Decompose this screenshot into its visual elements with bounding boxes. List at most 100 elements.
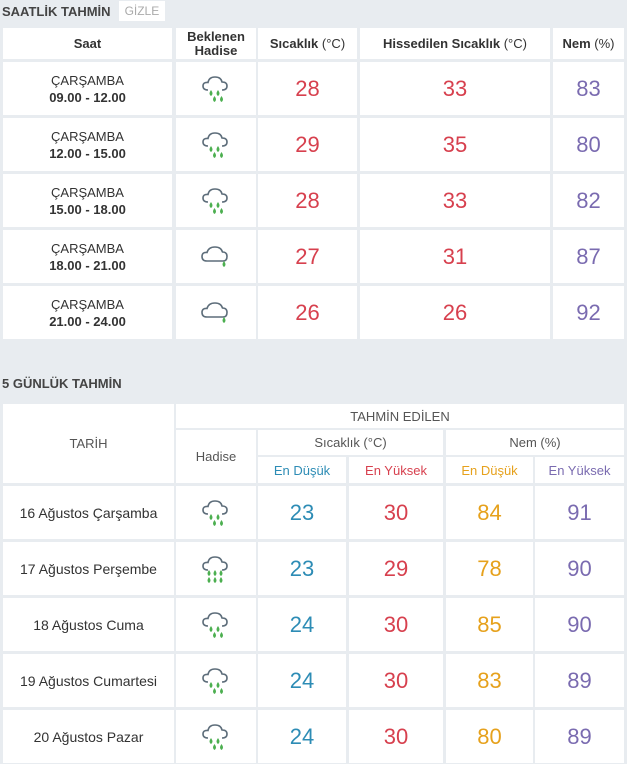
hourly-time-cell: ÇARŞAMBA 15.00 - 18.00: [3, 174, 172, 227]
hourly-time-cell: ÇARŞAMBA 12.00 - 15.00: [3, 118, 172, 171]
hourly-range: 09.00 - 12.00: [49, 89, 126, 105]
header-temp-unit: (°C): [321, 35, 346, 51]
header-humidity-min-label: En Düşük: [461, 462, 518, 478]
hourly-day: ÇARŞAMBA: [51, 296, 124, 312]
hourly-temp-value: 26: [295, 299, 320, 325]
daily-date: 20 Ağustos Pazar: [33, 728, 144, 745]
hourly-humidity-cell: 82: [553, 174, 624, 227]
hourly-feels-value: 26: [442, 299, 468, 325]
hourly-day: ÇARŞAMBA: [51, 128, 124, 144]
header-feels: Hissedilen Sıcaklık (°C): [360, 28, 550, 59]
header-event-label: Beklenen Hadise: [187, 28, 245, 58]
hourly-event-cell: [176, 286, 256, 339]
hourly-temp-cell: 29: [258, 118, 357, 171]
daily-humidity-max: 89: [567, 667, 592, 693]
hourly-humidity-cell: 92: [553, 286, 624, 339]
daily-temp-min: 24: [289, 611, 315, 637]
rain-cloud-icon: [199, 721, 233, 753]
hourly-humidity-value: 83: [576, 75, 601, 101]
daily-humidity-min-cell: 84: [446, 486, 533, 539]
rain-cloud-icon: [199, 129, 233, 161]
hourly-feels-value: 31: [442, 243, 468, 269]
daily-date: 17 Ağustos Perşembe: [20, 560, 157, 577]
daily-date: 19 Ağustos Cumartesi: [20, 672, 157, 689]
hourly-time-cell: ÇARŞAMBA 18.00 - 21.00: [3, 230, 172, 283]
daily-temp-max-cell: 30: [349, 710, 443, 763]
daily-temp-max-cell: 30: [349, 598, 443, 651]
hourly-temp-cell: 26: [258, 286, 357, 339]
heavy-rain-cloud-icon: [199, 553, 233, 585]
daily-date: 16 Ağustos Çarşamba: [19, 504, 158, 521]
header-temp-label: Sıcaklık: [269, 35, 319, 51]
daily-humidity-max: 90: [567, 611, 592, 637]
daily-date-cell: 16 Ağustos Çarşamba: [3, 486, 174, 539]
hourly-day: ÇARŞAMBA: [51, 184, 124, 200]
hourly-event-cell: [176, 62, 256, 115]
header-date: TARİH: [3, 404, 174, 483]
hide-button[interactable]: GİZLE: [118, 1, 166, 21]
hourly-temp-cell: 28: [258, 174, 357, 227]
header-time-label: Saat: [73, 35, 102, 51]
daily-temp-max: 30: [383, 667, 409, 693]
hourly-range: 15.00 - 18.00: [49, 201, 126, 217]
hourly-feels-cell: 26: [360, 286, 550, 339]
header-humidity-max: En Yüksek: [535, 457, 624, 483]
header-humidity-max-label: En Yüksek: [548, 462, 611, 478]
header-temp-max-label: En Yüksek: [365, 462, 427, 478]
hourly-event-cell: [176, 118, 256, 171]
daily-temp-min-cell: 23: [258, 486, 346, 539]
hourly-time-cell: ÇARŞAMBA 21.00 - 24.00: [3, 286, 172, 339]
daily-temp-min: 23: [289, 555, 315, 581]
hourly-temp-cell: 27: [258, 230, 357, 283]
daily-humidity-max-cell: 89: [535, 654, 624, 707]
header-daily-temp: Sıcaklık (°C): [258, 430, 443, 455]
hourly-title: SAATLİK TAHMİN: [2, 3, 111, 19]
header-time: Saat: [3, 28, 172, 59]
hourly-range: 18.00 - 21.00: [49, 257, 126, 273]
daily-temp-min: 23: [289, 499, 315, 525]
header-feels-label: Hissedilen Sıcaklık: [383, 35, 501, 51]
daily-date-cell: 20 Ağustos Pazar: [3, 710, 174, 763]
hourly-event-cell: [176, 230, 256, 283]
light-rain-cloud-icon: [199, 298, 233, 328]
hourly-temp-value: 29: [295, 131, 320, 157]
daily-humidity-min: 78: [477, 555, 502, 581]
hourly-humidity-value: 82: [576, 187, 601, 213]
hourly-feels-cell: 31: [360, 230, 550, 283]
daily-humidity-max-cell: 89: [535, 710, 624, 763]
header-humidity-label: Nem: [562, 35, 591, 51]
hourly-feels-value: 35: [442, 131, 468, 157]
daily-temp-min-cell: 24: [258, 654, 346, 707]
daily-humidity-max: 91: [567, 499, 592, 525]
header-temp-min: En Düşük: [258, 457, 346, 483]
daily-humidity-min: 84: [477, 499, 502, 525]
daily-date-cell: 17 Ağustos Perşembe: [3, 542, 174, 595]
daily-event-cell: [176, 654, 256, 707]
header-temp: Sıcaklık (°C): [258, 28, 357, 59]
header-temp-min-label: En Düşük: [273, 462, 331, 478]
daily-event-cell: [176, 486, 256, 539]
hourly-temp-cell: 28: [258, 62, 357, 115]
hourly-header: SAATLİK TAHMİN GİZLE: [0, 0, 166, 22]
rain-cloud-icon: [199, 73, 233, 105]
header-daily-event-label: Hadise: [195, 449, 237, 464]
hourly-feels-value: 33: [442, 187, 468, 213]
hourly-humidity-cell: 83: [553, 62, 624, 115]
daily-temp-max: 29: [383, 555, 409, 581]
hourly-feels-value: 33: [442, 75, 468, 101]
daily-temp-max: 30: [383, 723, 409, 749]
hourly-range: 21.00 - 24.00: [49, 313, 126, 329]
daily-date-cell: 19 Ağustos Cumartesi: [3, 654, 174, 707]
daily-humidity-max: 90: [567, 555, 592, 581]
daily-temp-max: 30: [383, 499, 409, 525]
hourly-feels-cell: 33: [360, 174, 550, 227]
hourly-humidity-value: 92: [576, 299, 601, 325]
daily-temp-max-cell: 29: [349, 542, 443, 595]
daily-humidity-min-cell: 78: [446, 542, 533, 595]
hourly-humidity-cell: 87: [553, 230, 624, 283]
hourly-day: ÇARŞAMBA: [51, 240, 124, 256]
header-humidity: Nem (%): [553, 28, 624, 59]
header-event: Beklenen Hadise: [176, 28, 256, 59]
hourly-feels-cell: 35: [360, 118, 550, 171]
header-temp-max: En Yüksek: [349, 457, 443, 483]
